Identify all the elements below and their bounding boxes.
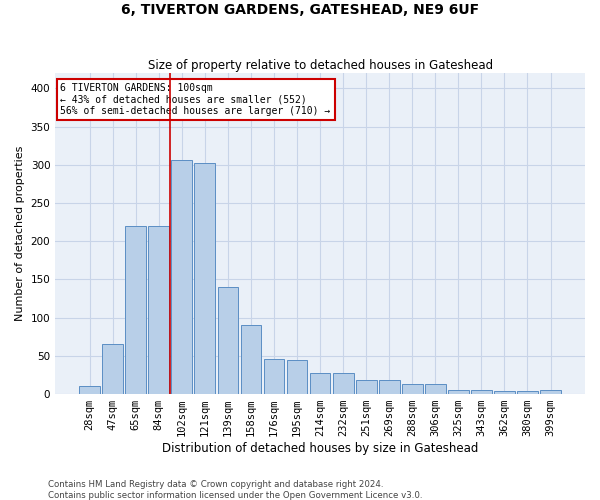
Bar bbox=[379, 380, 400, 394]
Y-axis label: Number of detached properties: Number of detached properties bbox=[15, 146, 25, 322]
Bar bbox=[494, 391, 515, 394]
Bar bbox=[448, 390, 469, 394]
Title: Size of property relative to detached houses in Gateshead: Size of property relative to detached ho… bbox=[148, 59, 493, 72]
Bar bbox=[310, 374, 331, 394]
Text: 6, TIVERTON GARDENS, GATESHEAD, NE9 6UF: 6, TIVERTON GARDENS, GATESHEAD, NE9 6UF bbox=[121, 2, 479, 16]
Text: Contains HM Land Registry data © Crown copyright and database right 2024.
Contai: Contains HM Land Registry data © Crown c… bbox=[48, 480, 422, 500]
Bar bbox=[263, 359, 284, 394]
X-axis label: Distribution of detached houses by size in Gateshead: Distribution of detached houses by size … bbox=[162, 442, 478, 455]
Bar bbox=[356, 380, 377, 394]
Bar bbox=[425, 384, 446, 394]
Bar bbox=[517, 391, 538, 394]
Bar bbox=[241, 326, 262, 394]
Bar bbox=[102, 344, 123, 394]
Bar bbox=[218, 287, 238, 394]
Bar bbox=[148, 226, 169, 394]
Bar bbox=[402, 384, 422, 394]
Bar bbox=[333, 374, 353, 394]
Text: 6 TIVERTON GARDENS: 100sqm
← 43% of detached houses are smaller (552)
56% of sem: 6 TIVERTON GARDENS: 100sqm ← 43% of deta… bbox=[61, 83, 331, 116]
Bar bbox=[194, 164, 215, 394]
Bar bbox=[125, 226, 146, 394]
Bar bbox=[540, 390, 561, 394]
Bar bbox=[287, 360, 307, 394]
Bar bbox=[79, 386, 100, 394]
Bar bbox=[471, 390, 492, 394]
Bar bbox=[172, 160, 192, 394]
